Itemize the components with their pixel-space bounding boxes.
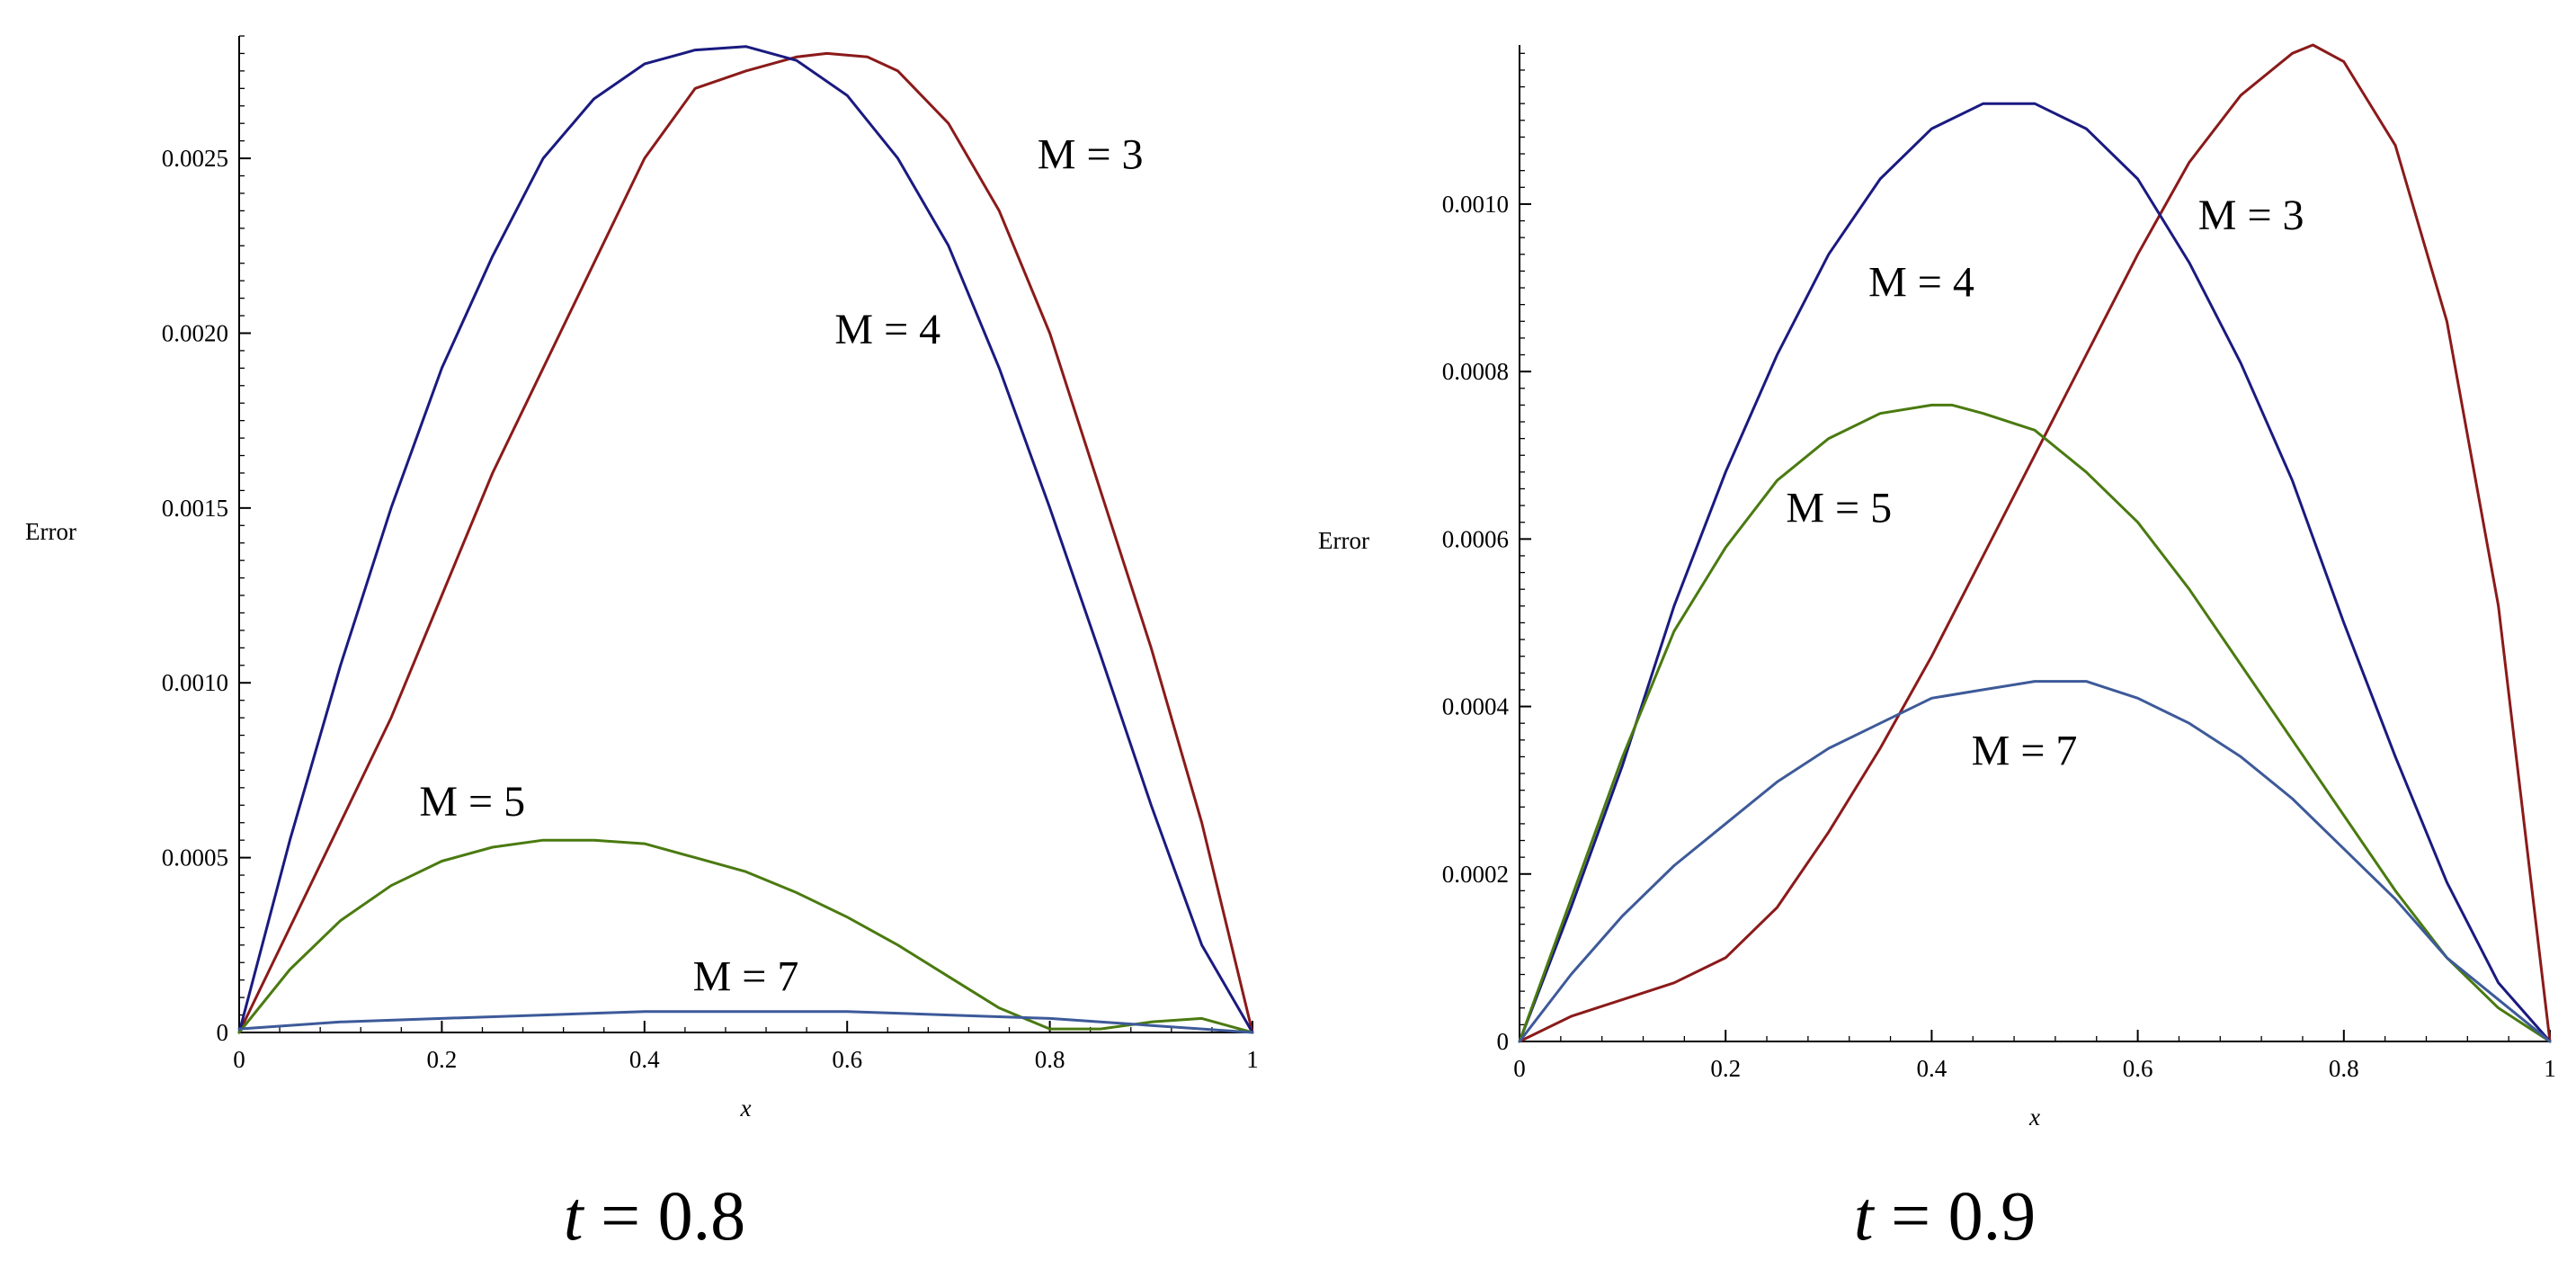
series-label: M = 3 [2198,192,2304,239]
panel-caption: t = 0.8 [564,1176,745,1255]
series-line-m-5 [237,838,1254,1034]
y-tick-label: 0 [217,1019,229,1046]
y-axis-label: Error [25,518,76,545]
y-tick-label: 0.0002 [1442,861,1509,888]
series-line-m-3 [1518,43,2552,1043]
y-tick-label: 0 [1497,1028,1510,1055]
y-tick-label: 0.0025 [162,145,228,172]
y-tick-label: 0.0010 [1442,191,1509,218]
chart-panel-left: 0 0.0005 0.0010 0.0015 0.0020 0.0025 0 0.2 0.4 0.… [25,35,1259,1255]
x-tick-label: 0.4 [1917,1055,1948,1082]
series-label: M = 3 [1038,131,1144,179]
series-line-m-7 [1518,680,2552,1043]
series-line-m-7 [237,1010,1254,1034]
series-label: M = 5 [419,778,525,826]
y-tick-label: 0.0006 [1442,525,1509,552]
caption-variable: t [564,1176,585,1255]
x-tick-label: 0 [233,1046,245,1073]
x-tick-label: 0.8 [1035,1046,1065,1073]
caption-value: = 0.9 [1874,1176,2037,1255]
x-tick-label: 0.6 [832,1046,862,1073]
y-tick-label: 0.0004 [1442,693,1510,720]
series-line-m-5 [1518,403,2552,1043]
series-label: M = 4 [1868,258,1974,306]
x-axis-label: x [2028,1104,2040,1130]
series-label: M = 5 [1786,485,1892,532]
series-line-m-4 [1518,102,2552,1043]
x-tick-label: 0.4 [629,1046,660,1073]
chart-panel-right: 0 0.0002 0.0004 0.0006 0.0008 0.0010 0 0.2 0.4 0.… [1318,43,2556,1255]
caption-variable: t [1854,1176,1876,1255]
x-tick-label: 1 [2544,1055,2556,1082]
series-line-m-4 [237,45,1254,1034]
panel-caption: t = 0.9 [1854,1176,2036,1255]
y-tick-label: 0.0020 [162,319,228,346]
series-label: M = 4 [834,306,940,353]
x-tick-label: 0 [1513,1055,1526,1082]
y-axis-label: Error [1318,527,1369,554]
series-label: M = 7 [1972,728,2078,775]
y-tick-label: 0.0010 [162,669,228,696]
x-tick-label: 0.2 [1710,1055,1741,1082]
x-tick-label: 1 [1246,1046,1259,1073]
x-axis-label: x [740,1095,752,1122]
series-line-m-3 [237,51,1254,1034]
x-tick-label: 0.8 [2329,1055,2359,1082]
x-tick-label: 0.6 [2123,1055,2153,1082]
caption-value: = 0.8 [584,1176,746,1255]
y-tick-label: 0.0015 [162,495,228,522]
x-tick-label: 0.2 [427,1046,458,1073]
y-tick-label: 0.0005 [162,845,228,871]
series-label: M = 7 [693,952,799,1000]
y-tick-label: 0.0008 [1442,358,1509,385]
